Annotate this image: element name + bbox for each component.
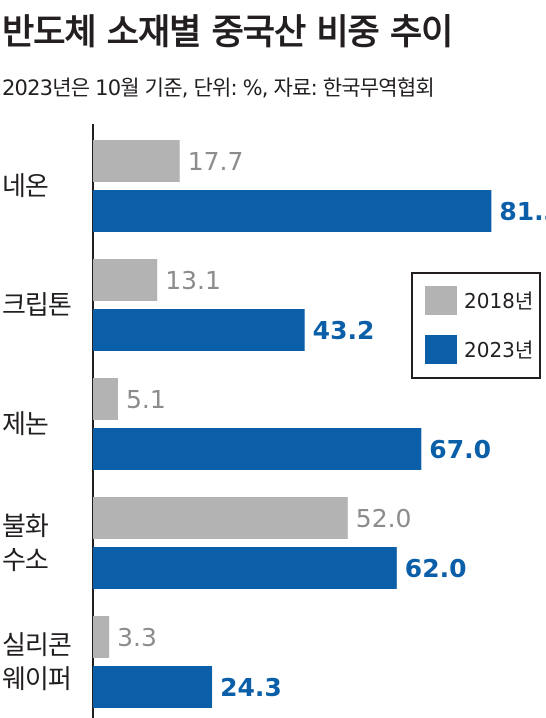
chart-subtitle: 2023년은 10월 기준, 단위: %, 자료: 한국무역협회	[2, 76, 435, 100]
category-label: 수소	[2, 546, 48, 576]
bar-2018	[93, 497, 348, 539]
category-label: 웨이퍼	[2, 665, 71, 695]
legend-swatch	[425, 335, 457, 364]
chart-title: 반도체 소재별 중국산 비중 추이	[2, 13, 453, 53]
bar-2018	[93, 616, 110, 658]
data-label: 43.2	[313, 316, 375, 345]
legend-swatch	[425, 286, 457, 315]
category-label: 실리콘	[2, 631, 71, 661]
data-label: 81.3	[499, 197, 546, 226]
category-label: 불화	[2, 512, 49, 542]
category-label: 네온	[2, 172, 48, 202]
legend-label: 2023년	[464, 338, 533, 362]
data-label: 17.7	[188, 147, 244, 176]
data-label: 3.3	[117, 623, 157, 652]
bar-2018	[93, 378, 118, 420]
data-label: 67.0	[429, 435, 491, 464]
data-label: 62.0	[405, 554, 467, 583]
bar-2018	[93, 259, 158, 301]
legend: 2018년 2023년	[411, 272, 541, 379]
data-label: 5.1	[126, 385, 166, 414]
bar-2023	[93, 190, 492, 232]
category-label: 크립톤	[2, 291, 71, 321]
bar-2023	[93, 428, 422, 470]
bar-2023	[93, 547, 397, 589]
data-label: 52.0	[356, 504, 412, 533]
legend-label: 2018년	[464, 289, 533, 313]
bar-2023	[93, 309, 305, 351]
data-label: 24.3	[220, 673, 282, 702]
bar-2023	[93, 666, 213, 708]
data-label: 13.1	[165, 266, 221, 295]
category-label: 제논	[2, 410, 48, 440]
bar-2018	[93, 140, 180, 182]
